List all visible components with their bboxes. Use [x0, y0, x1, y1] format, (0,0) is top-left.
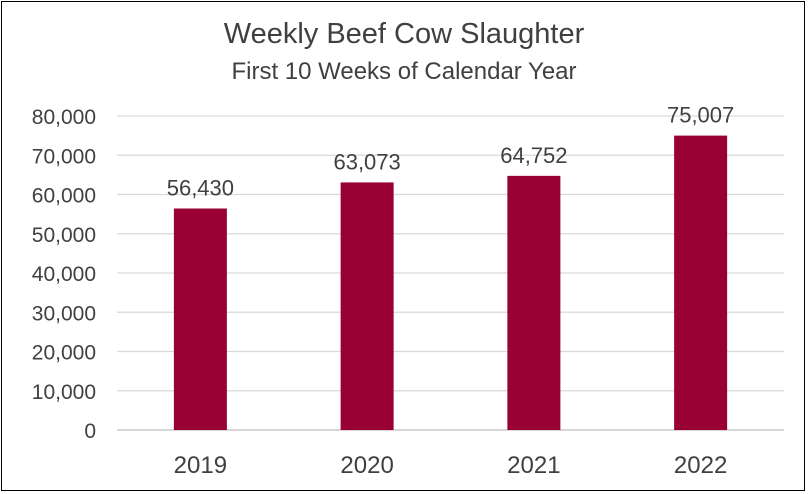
y-tick-label: 20,000: [32, 342, 96, 365]
y-tick-label: 40,000: [32, 263, 96, 286]
chart-title: Weekly Beef Cow Slaughter: [223, 18, 585, 50]
y-tick-label: 50,000: [32, 224, 96, 247]
data-label-2021: 64,752: [500, 143, 567, 168]
data-label-2020: 63,073: [333, 149, 400, 174]
y-axis-ticks: 0 10,000 20,000 30,000 40,000 50,000 60,000 70,…: [32, 106, 96, 443]
bar-2021: [507, 175, 561, 430]
y-tick-label: 70,000: [32, 145, 96, 168]
y-tick-label: 10,000: [32, 381, 96, 404]
data-label-2019: 56,430: [167, 176, 234, 201]
bars: [173, 135, 728, 430]
y-tick-label: 0: [84, 420, 96, 443]
data-label-2022: 75,007: [667, 103, 734, 128]
x-category-2021: 2021: [507, 452, 560, 479]
bar-2022: [674, 135, 728, 430]
y-tick-label: 60,000: [32, 185, 96, 208]
x-category-2022: 2022: [674, 452, 727, 479]
chart-subtitle: First 10 Weeks of Calendar Year: [231, 58, 577, 85]
bar-2019: [173, 208, 227, 430]
gridlines: [117, 115, 784, 431]
data-labels: 56,430 63,073 64,752 75,007: [167, 103, 735, 201]
y-tick-label: 80,000: [32, 106, 96, 129]
x-axis-categories: 2019 2020 2021 2022: [174, 452, 728, 479]
bar-2020: [340, 182, 394, 430]
y-tick-label: 30,000: [32, 302, 96, 325]
x-category-2019: 2019: [174, 452, 227, 479]
x-category-2020: 2020: [340, 452, 393, 479]
